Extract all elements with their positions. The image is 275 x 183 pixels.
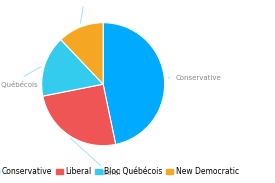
Text: Bloc Québécois: Bloc Québécois [0,67,41,88]
Text: Liberal: Liberal [71,138,121,176]
Wedge shape [43,84,116,146]
Wedge shape [103,23,165,144]
Legend: Conservative, Liberal, Bloc Québécois, New Democratic: Conservative, Liberal, Bloc Québécois, N… [0,164,242,179]
Wedge shape [42,40,103,96]
Text: Conservative: Conservative [168,75,221,81]
Wedge shape [61,23,103,84]
Text: New Democratic: New Democratic [56,0,114,23]
